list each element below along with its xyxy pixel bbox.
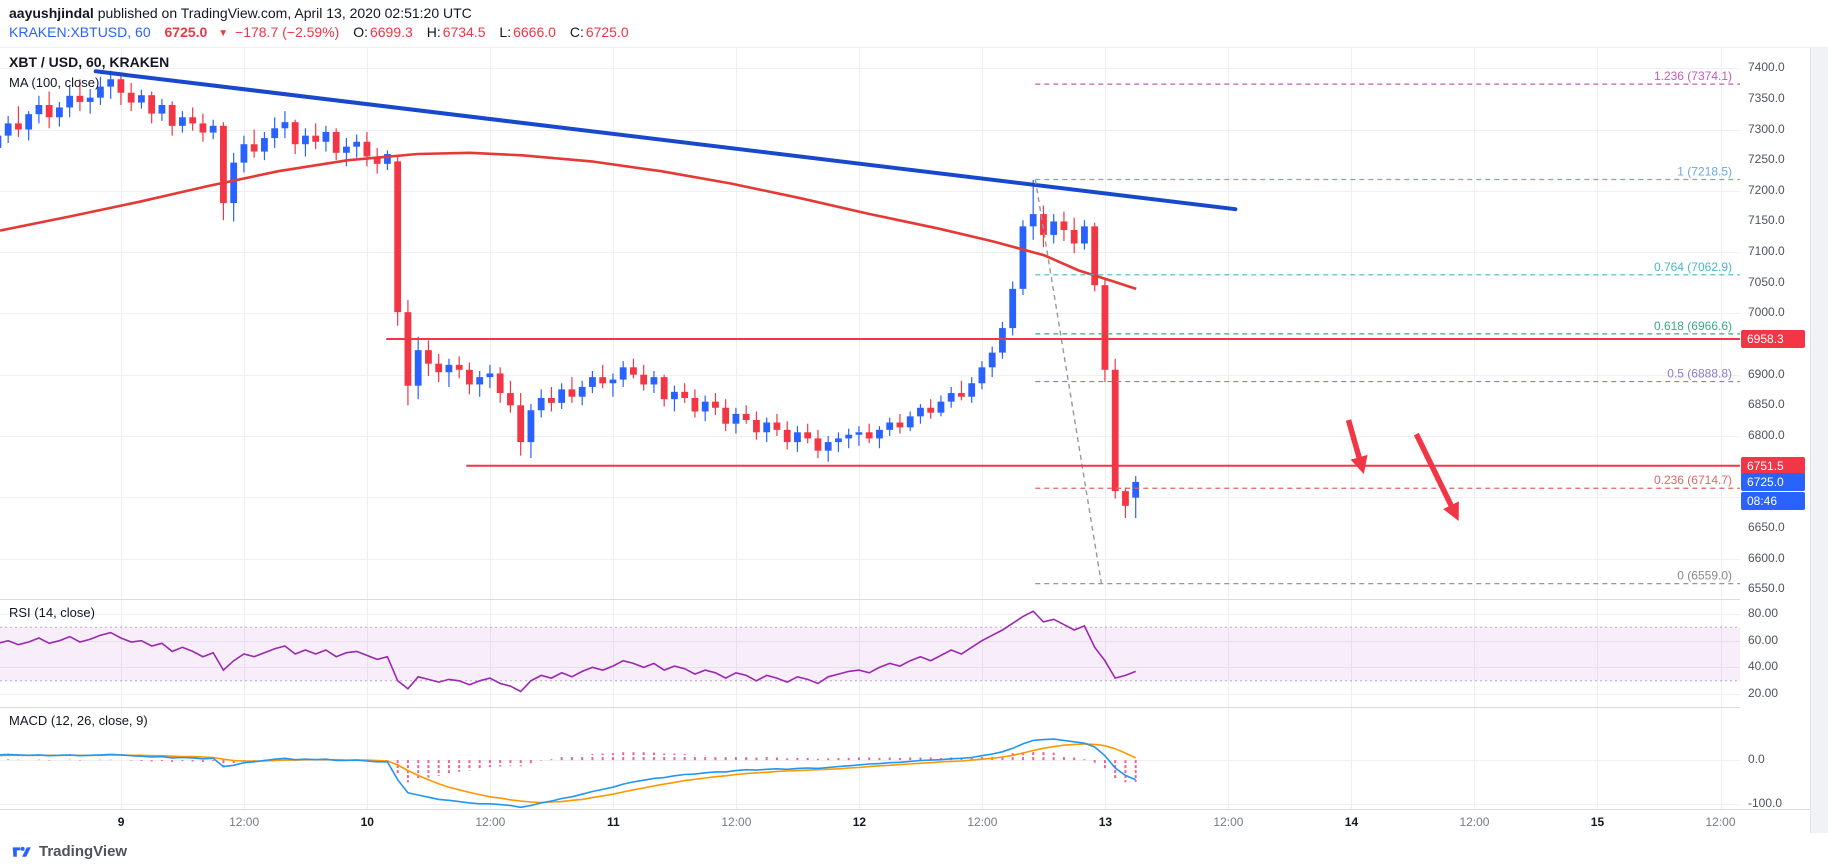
macd-canvas [0,708,1740,809]
price-tick: 6850.0 [1748,397,1785,412]
price-axis[interactable]: 7400.0 7350.0 7300.0 7250.0 7200.0 7150.0 7100… [1740,48,1810,833]
price-tick: 40.00 [1748,659,1779,674]
publish-info: aayushjindal published on TradingView.co… [9,5,1828,21]
price-tick: 0.0 [1748,752,1765,767]
price-tick: 6600.0 [1748,550,1785,565]
time-tick: 12:00 [1213,815,1244,829]
bar-countdown-label: 08:46 [1741,491,1805,510]
publish-text: published on TradingView.com, April 13, … [93,5,472,21]
svg-text:1 (7218.5): 1 (7218.5) [1677,164,1732,178]
close-value: 6725.0 [585,24,629,40]
drawn-arrow [1413,432,1459,522]
right-scrollbar[interactable] [1810,48,1828,833]
price-tick: 6800.0 [1748,427,1785,442]
svg-text:0.764 (7062.9): 0.764 (7062.9) [1654,260,1732,274]
ma-100-line [0,151,1137,291]
hline-price-label: 6751.5 [1741,456,1805,475]
brand-name[interactable]: TradingView [39,842,128,860]
svg-text:0.618 (6966.6): 0.618 (6966.6) [1654,319,1732,333]
grid [0,708,1740,809]
footer: TradingView [0,833,1810,868]
low-label: L: [499,24,512,40]
pane-separator[interactable] [0,599,1810,600]
macd-line [0,738,1137,809]
rsi-pane[interactable]: RSI (14, close) [0,600,1740,707]
price-tick: 7400.0 [1748,60,1785,75]
price-tick: 7250.0 [1748,152,1785,167]
time-tick: 12:00 [1459,815,1490,829]
time-tick: 12:00 [721,815,752,829]
high-label: H: [426,24,441,40]
header: aayushjindal published on TradingView.co… [0,0,1828,47]
price-tick: 6900.0 [1748,366,1785,381]
time-axis[interactable]: 9 12:00 10 12:00 11 12:00 12 12:00 13 12:00 14 12:0… [0,809,1810,833]
down-triangle-icon: ▼ [218,28,229,39]
time-tick: 13 [1098,815,1113,829]
author-name[interactable]: aayushjindal [9,5,94,21]
price-tick: 7200.0 [1748,182,1785,197]
time-tick: 10 [360,815,374,829]
price-tick: 6550.0 [1748,581,1785,596]
fib-retracement-levels: 1.236 (7374.1) 1 (7218.5) 0.764 (7062.9) 0.… [1035,69,1740,585]
chart-area: 1.236 (7374.1) 1 (7218.5) 0.764 (7062.9) 0.… [0,47,1828,868]
time-tick: 12:00 [475,815,506,829]
price-tick: -100.0 [1748,795,1783,810]
price-tick: 7300.0 [1748,121,1785,136]
time-tick: 12:00 [967,815,998,829]
price-change: −178.7 (−2.59%) [235,24,340,40]
rsi-line [0,610,1136,693]
quote-line: KRAKEN:XBTUSD, 60 6725.0 ▼ −178.7 (−2.59… [9,24,1828,42]
price-tick: 7000.0 [1748,305,1785,320]
time-tick: 15 [1590,815,1605,829]
price-tick: 6650.0 [1748,519,1785,534]
price-tick: 7100.0 [1748,244,1785,259]
price-tick: 20.00 [1748,686,1779,701]
price-tick: 7150.0 [1748,213,1785,228]
macd-histogram [7,750,1137,783]
time-tick: 14 [1344,815,1359,829]
macd-pane[interactable]: MACD (12, 26, close, 9) [0,708,1740,809]
high-value: 6734.5 [442,24,486,40]
price-tick: 7350.0 [1748,90,1785,105]
drawn-arrow [1345,419,1368,475]
time-tick: 12 [852,815,867,829]
time-tick: 12:00 [229,815,260,829]
svg-text:0.236 (6714.7): 0.236 (6714.7) [1654,473,1732,487]
grid [0,600,1740,707]
pane-separator[interactable] [0,707,1810,708]
price-tick: 7050.0 [1748,274,1785,289]
time-tick: 12:00 [1705,815,1736,829]
descending-trendline [93,69,1238,212]
symbol-link[interactable]: KRAKEN:XBTUSD, 60 [9,24,151,40]
svg-text:0.5 (6888.8): 0.5 (6888.8) [1667,367,1732,381]
tradingview-logo[interactable] [11,841,32,862]
open-label: O: [353,24,368,40]
macd-signal-line [0,743,1137,804]
main-price-pane[interactable]: 1.236 (7374.1) 1 (7218.5) 0.764 (7062.9) 0.… [0,48,1740,599]
rsi-canvas [0,600,1740,707]
open-value: 6699.3 [369,24,413,40]
price-chart-canvas: 1.236 (7374.1) 1 (7218.5) 0.764 (7062.9) 0.… [0,48,1740,599]
hline-price-label: 6958.3 [1741,329,1805,348]
last-price-label: 6725.0 [1741,472,1805,491]
price-tick: 60.00 [1748,632,1779,647]
grid [0,48,1740,599]
close-label: C: [569,24,584,40]
price-tick: 80.00 [1748,605,1779,620]
last-price-value: 6725.0 [164,24,208,40]
time-tick: 9 [117,815,125,829]
low-value: 6666.0 [513,24,556,40]
time-tick: 11 [607,815,620,829]
svg-text:0 (6559.0): 0 (6559.0) [1677,569,1732,583]
candlesticks [0,70,1140,519]
svg-text:1.236 (7374.1): 1.236 (7374.1) [1654,69,1732,83]
